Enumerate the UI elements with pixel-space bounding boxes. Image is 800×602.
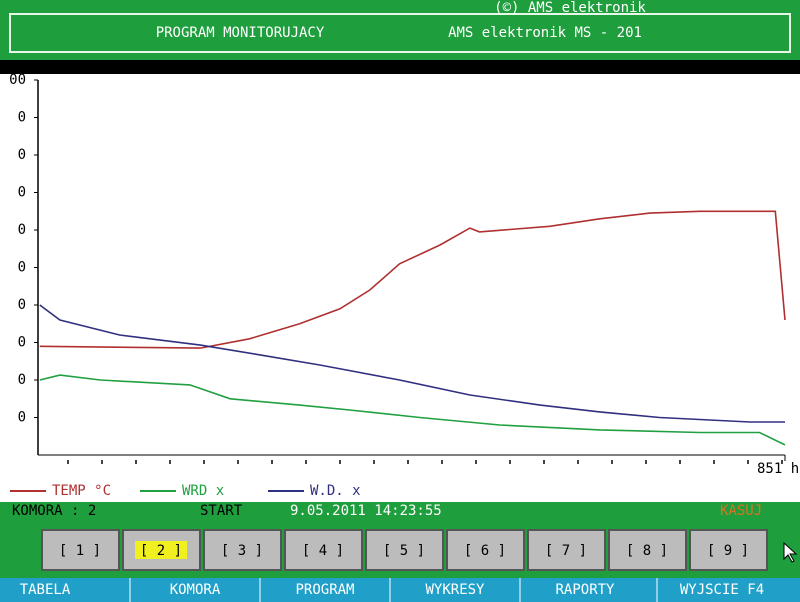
chamber-label[interactable]: [ 1 ] [59,543,101,559]
header-box [9,13,791,53]
x-tick-label: 851 h [757,461,799,477]
series-line [39,374,786,446]
chamber-label[interactable]: [ 9 ] [707,543,749,559]
menu-item[interactable]: WYJSCIE F4 [680,582,764,598]
chamber-button[interactable] [527,529,606,571]
menu-bar [0,578,800,602]
chamber-label[interactable]: [ 4 ] [302,543,344,559]
chamber-label[interactable]: [ 5 ] [383,543,425,559]
y-tick-label: 0 [18,260,26,276]
chamber-button[interactable] [203,529,282,571]
series-line [39,304,785,423]
y-tick-label: 0 [18,110,26,126]
menu-item[interactable]: RAPORTY [555,582,615,598]
chamber-button[interactable] [689,529,768,571]
y-tick-label: 00 [9,72,26,88]
legend-label: WRD x [182,483,224,499]
chamber-label[interactable]: [ 6 ] [464,543,506,559]
program-title: PROGRAM MONITORUJACY [156,25,325,41]
chamber-button[interactable] [608,529,687,571]
legend-label: TEMP °C [52,483,111,499]
chamber-highlight [135,541,187,559]
y-tick-label: 0 [18,335,26,351]
chamber-button[interactable] [284,529,363,571]
y-tick-label: 0 [18,410,26,426]
y-tick-label: 0 [18,222,26,238]
menu-item[interactable]: TABELA [20,582,71,598]
y-tick-label: 0 [18,297,26,313]
y-tick-label: 0 [18,147,26,163]
menu-item[interactable]: KOMORA [170,582,221,598]
device-name: AMS elektronik MS - 201 [448,25,642,41]
chamber-label: KOMORA : 2 [12,503,96,519]
chamber-button[interactable] [446,529,525,571]
y-tick-label: 0 [18,372,26,388]
series-line [39,210,786,349]
chamber-label[interactable]: [ 2 ] [140,543,182,559]
chamber-label[interactable]: [ 3 ] [221,543,263,559]
y-tick-label: 0 [18,185,26,201]
start-time: 9.05.2011 14:23:55 [290,503,442,519]
start-label: START [200,503,243,519]
mouse-cursor [783,541,798,563]
chamber-button[interactable] [41,529,120,571]
chamber-label[interactable]: [ 7 ] [545,543,587,559]
chamber-label[interactable]: [ 8 ] [626,543,668,559]
legend-label: W.D. x [310,483,361,499]
chamber-button[interactable] [365,529,444,571]
clear-action[interactable]: KASUJ [720,503,762,519]
chart-area [0,74,800,502]
menu-item[interactable]: WYKRESY [425,582,485,598]
copyright: (©) AMS elektronik [494,0,646,16]
menu-item[interactable]: PROGRAM [295,582,354,598]
